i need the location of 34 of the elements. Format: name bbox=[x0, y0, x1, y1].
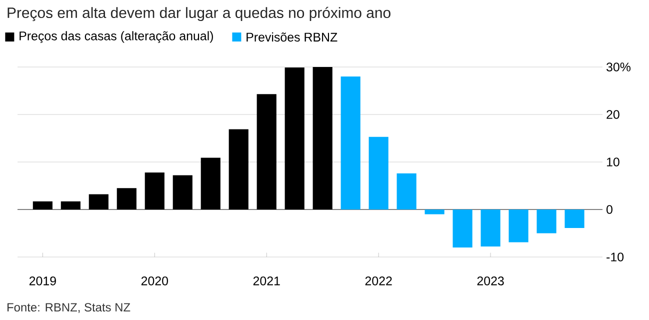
source-note: Fonte: RBNZ, Stats NZ bbox=[8, 303, 130, 313]
legend-label: Previsões RBNZ bbox=[246, 32, 338, 42]
bar bbox=[284, 67, 304, 210]
x-tick-label: 2020 bbox=[141, 276, 168, 286]
chart-title: Preços em alta devem dar lugar a quedas no próximo ano bbox=[8, 6, 390, 22]
x-tick-label: 2019 bbox=[29, 276, 56, 286]
x-tick-label: 2021 bbox=[253, 276, 280, 286]
bar bbox=[396, 173, 416, 210]
y-tick-label: 0 bbox=[606, 205, 612, 214]
y-tick-label: 10 bbox=[606, 158, 620, 166]
bar bbox=[60, 201, 80, 210]
y-tick-label: 30% bbox=[606, 62, 630, 72]
y-tick-label: -10 bbox=[606, 252, 624, 262]
bar bbox=[172, 175, 192, 210]
x-tick-label: 2023 bbox=[477, 276, 504, 286]
bar bbox=[424, 210, 444, 214]
y-tick-label: 20 bbox=[606, 110, 620, 119]
bar bbox=[508, 210, 528, 242]
bar bbox=[88, 194, 108, 210]
bar bbox=[32, 201, 52, 210]
bar bbox=[480, 210, 500, 247]
bar bbox=[144, 172, 164, 210]
bar bbox=[368, 136, 388, 210]
legend-label: Preços das casas (alteração anual) bbox=[20, 31, 213, 43]
bar bbox=[312, 67, 332, 210]
bar bbox=[536, 210, 556, 234]
bar bbox=[256, 94, 276, 210]
bar bbox=[564, 210, 584, 228]
bar bbox=[340, 76, 360, 210]
bar bbox=[452, 210, 472, 248]
bar bbox=[116, 188, 136, 210]
x-tick-label: 2022 bbox=[365, 276, 392, 286]
bar bbox=[200, 158, 220, 210]
bar bbox=[228, 129, 248, 210]
